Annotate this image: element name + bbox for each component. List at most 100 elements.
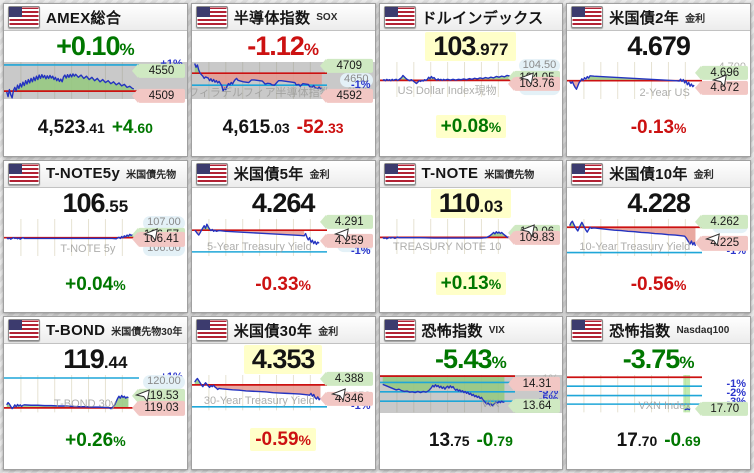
panel-t-note[interactable]: T-NOTE 米国債先物 110.03 TREASURY NOTE 10 110…	[378, 159, 564, 314]
panel-us-5y[interactable]: 米国債5年 金利 4.264 5-Year Treasury Yield 4.2…	[190, 159, 376, 314]
panel-t-note-5y[interactable]: T-NOTE5y 米国債先物 106.55 T-NOTE 5y 107.00 10…	[3, 159, 188, 314]
change-row: 4,523.41 +4.60	[4, 99, 187, 155]
change-value-fraction: %	[113, 276, 126, 293]
panel-dollar-index[interactable]: ドルインデックス 103.977 US Dollar Index現物 104.5…	[378, 3, 564, 157]
panel-title: ドルインデックス	[421, 9, 544, 27]
price-level-label: 4550	[138, 63, 185, 79]
sparkline-plot	[192, 219, 327, 256]
main-value-integer: 110	[438, 187, 481, 218]
panel-subtitle: Nasdaq100	[676, 324, 730, 336]
price-level-label: 109.83	[513, 230, 561, 246]
sparkline-plot	[4, 219, 139, 256]
main-value-row: 106.55	[4, 188, 187, 219]
sparkline-plot	[380, 219, 515, 254]
change-value: -0.33%	[255, 275, 311, 294]
change-value: -0.59%	[250, 428, 316, 452]
panel-sox[interactable]: 半導体指数 SOX -1.12% フィラデルフィア半導体指数 470947004…	[190, 3, 376, 157]
sparkline-plot	[192, 375, 327, 410]
panel-subtitle: SOX	[316, 11, 338, 23]
panel-vix[interactable]: 恐怖指数 VIX -5.43% VIX -1%14.31-3%-5%13.64 …	[378, 316, 564, 470]
main-value: 110.03	[430, 187, 511, 218]
mini-chart[interactable]: US Dollar Index現物 104.50104.05103.76103.…	[379, 58, 563, 98]
change-value-fraction: %	[113, 433, 126, 450]
change-row: -0.56%	[567, 256, 750, 312]
panel-titlebar: ドルインデックス	[379, 4, 563, 31]
panel-title: 米国債30年	[233, 322, 313, 340]
main-value-row: -3.75%	[567, 344, 750, 375]
mini-chart[interactable]: VIX -1%14.31-3%-5%13.64	[379, 373, 563, 414]
panel-subtitle: 米国債先物	[484, 170, 535, 182]
main-value-integer: 103	[433, 31, 476, 61]
main-value: 4.264	[252, 189, 316, 217]
change-row: +0.26%	[4, 413, 187, 469]
mini-chart[interactable]: フィラデルフィア半導体指数 470947004650-1%46004592	[192, 58, 375, 103]
change-value: +0.26%	[65, 431, 126, 450]
change-value-integer: 17	[616, 430, 638, 452]
change-value-fraction: %	[488, 118, 502, 135]
panel-us-2y[interactable]: 米国債2年 金利 4.679 2-Year US 4.7004.6964.672…	[566, 3, 751, 157]
change-row: +0.04%	[4, 256, 187, 312]
change-value-integer: 13	[428, 430, 451, 452]
sparkline-plot	[4, 375, 139, 412]
change-value: +0.04%	[65, 275, 126, 294]
main-value: 106.55	[63, 189, 129, 217]
change-row: 13.75 -0.79	[380, 413, 563, 469]
us-flag-icon	[8, 319, 40, 342]
main-value: 4.353	[243, 345, 323, 375]
price-level-label: 103.76	[513, 76, 561, 91]
change-value: +0.08%	[435, 114, 507, 138]
panel-subtitle: 米国債先物	[126, 170, 177, 182]
price-level-label: 4.696	[701, 65, 748, 80]
change-value-fraction: %	[298, 276, 311, 293]
change-value-integer: -0.33	[255, 273, 299, 295]
price-level-label: 4.672	[701, 80, 748, 95]
change-value-fraction: .69	[681, 433, 701, 450]
mini-chart[interactable]: VXN Index -1%-2%-3%17.70	[567, 375, 750, 417]
panel-title: 米国債2年	[609, 9, 680, 27]
panel-us-10y[interactable]: 米国債10年 金利 4.228 10-Year Treasury Yield 4…	[566, 159, 751, 314]
change-value: -0.69	[664, 431, 700, 450]
panel-title: 恐怖指数	[609, 322, 671, 340]
panel-titlebar: 米国債30年 金利	[191, 317, 375, 345]
main-value-integer: 4.679	[627, 31, 691, 61]
mini-chart[interactable]: 10-Year Treasury Yield 4.2624.2504.225-1…	[567, 214, 750, 257]
main-value-row: 4.353	[192, 344, 375, 375]
panel-titlebar: T-BOND 米国債先物30年	[4, 317, 187, 345]
panel-vxn[interactable]: 恐怖指数 Nasdaq100 -3.75% VXN Index -1%-2%-3…	[566, 316, 751, 470]
panel-title: 米国債5年	[233, 166, 304, 184]
panel-titlebar: 恐怖指数 VIX	[379, 317, 563, 345]
us-flag-icon	[383, 319, 416, 342]
price-level-label: 4709	[325, 58, 373, 73]
sparkline-plot	[567, 375, 702, 413]
panel-subtitle: 金利	[309, 170, 330, 182]
mini-chart[interactable]: TREASURY NOTE 10 110.06109.83	[379, 218, 563, 254]
change-value-fraction: %	[674, 119, 687, 136]
mini-chart[interactable]: 30-Year Treasury Yield 4.3884.3504.346-1…	[191, 371, 375, 412]
change-value-integer: 4,615	[222, 116, 271, 138]
panel-t-bond[interactable]: T-BOND 米国債先物30年 119.44 T-BOND 30y +1%120…	[3, 316, 188, 470]
main-value-integer: 4.228	[627, 187, 691, 218]
main-value-fraction: %	[679, 353, 695, 373]
price-level-label: 104.50	[518, 58, 561, 73]
change-value: -0.13%	[631, 118, 687, 137]
change-value: -52.33	[297, 118, 344, 137]
us-flag-icon	[571, 319, 604, 342]
main-value: -1.12%	[247, 33, 319, 60]
panel-titlebar: T-NOTE 米国債先物	[379, 160, 563, 188]
panel-us-30y[interactable]: 米国債30年 金利 4.353 30-Year Treasury Yield 4…	[190, 316, 376, 470]
main-value-integer: +0.10	[56, 31, 120, 61]
main-value-fraction: .977	[475, 40, 509, 59]
panel-titlebar: AMEX総合	[4, 4, 187, 31]
change-value-fraction: %	[674, 276, 687, 293]
